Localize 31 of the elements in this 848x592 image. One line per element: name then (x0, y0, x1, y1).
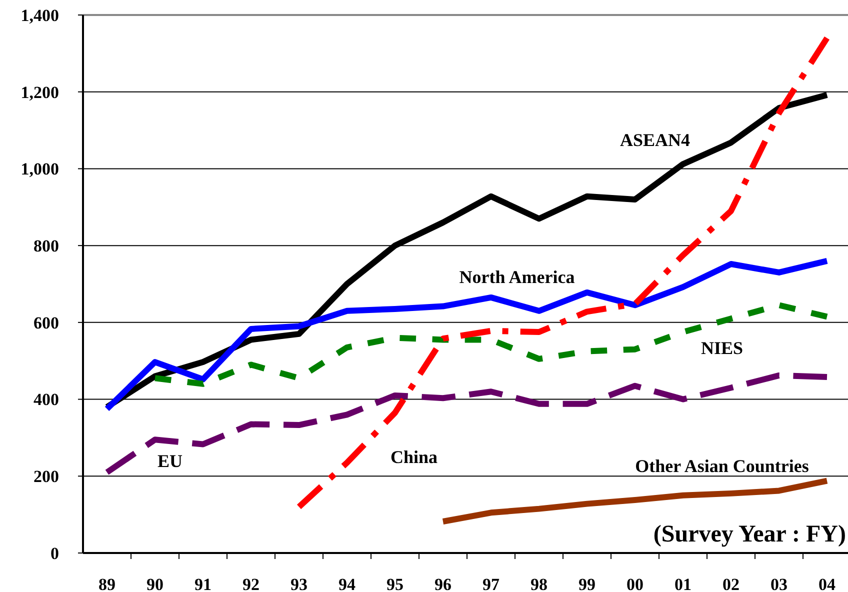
x-axis-title: (Survey Year : FY) (653, 521, 846, 548)
x-tick-label: 93 (290, 574, 308, 592)
y-tick-label: 1,400 (20, 6, 59, 25)
x-tick-label: 00 (626, 574, 644, 592)
x-tick-label: 98 (530, 574, 548, 592)
x-tick-label: 03 (770, 574, 788, 592)
series-label: North America (459, 267, 575, 287)
x-tick-label: 01 (674, 574, 692, 592)
x-tick-label: 97 (482, 574, 500, 592)
series-label: ASEAN4 (620, 130, 690, 150)
x-tick-label: 02 (722, 574, 740, 592)
x-tick-label: 99 (578, 574, 596, 592)
y-tick-label: 1,200 (20, 82, 59, 102)
x-tick-label: 95 (386, 574, 404, 592)
y-tick-label: 1,000 (20, 160, 59, 179)
x-tick-label: 94 (338, 574, 356, 592)
x-tick-label: 90 (146, 574, 164, 592)
y-tick-label: 0 (50, 544, 59, 563)
y-tick-label: 800 (34, 236, 59, 256)
series-label: China (390, 447, 438, 467)
x-tick-label: 04 (818, 574, 836, 592)
x-tick-label: 96 (434, 574, 452, 592)
x-tick-label: 91 (194, 574, 212, 592)
y-tick-label: 400 (34, 390, 59, 410)
x-tick-label: 92 (242, 574, 260, 592)
y-tick-label: 600 (34, 313, 59, 332)
series-label: NIES (700, 338, 744, 358)
y-tick-label: 200 (34, 467, 59, 486)
series-label: Other Asian Countries (635, 456, 809, 476)
series-label: EU (157, 451, 183, 471)
x-tick-label: 89 (98, 574, 116, 592)
